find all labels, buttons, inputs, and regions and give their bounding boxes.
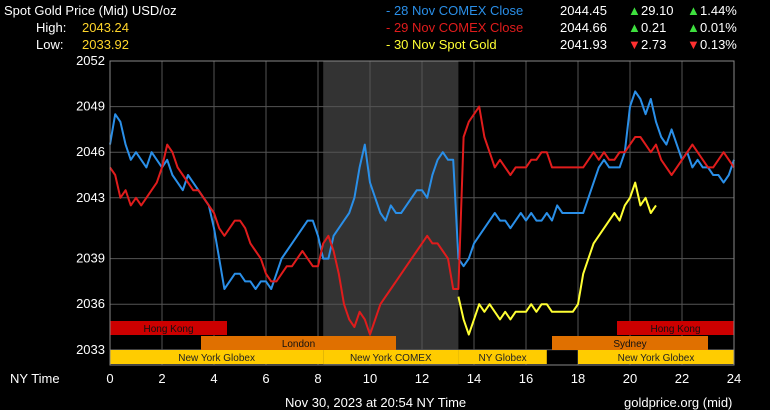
session-label: Hong Kong — [650, 324, 700, 335]
chart-title: Spot Gold Price (Mid) USD/oz — [4, 3, 177, 18]
footer-timestamp: Nov 30, 2023 at 20:54 NY Time — [285, 395, 467, 410]
legend-percent-arrow-up-icon: ▲ — [687, 3, 700, 18]
y-tick-label: 2046 — [76, 144, 105, 159]
x-tick-label: 20 — [623, 371, 637, 386]
legend-change: 2.73 — [641, 37, 667, 52]
legend-change: 0.21 — [641, 20, 667, 35]
legend-percent-arrow-down-icon: ▼ — [687, 37, 700, 52]
series-line — [457, 181, 657, 336]
session-label: New York COMEX — [350, 353, 432, 364]
session-label: Hong Kong — [143, 324, 193, 335]
legend-change: 29.10 — [641, 3, 674, 18]
legend-label: - 28 Nov COMEX Close — [386, 3, 524, 18]
session-label: New York Globex — [618, 353, 695, 364]
session-bar — [552, 336, 708, 350]
legend-percent-arrow-up-icon: ▲ — [687, 20, 700, 35]
legend-price: 2044.45 — [560, 3, 607, 18]
high-value: 2043.24 — [82, 20, 129, 35]
legend-percent: 1.44% — [700, 3, 737, 18]
legend-change-arrow-up-icon: ▲ — [628, 20, 641, 35]
session-bar — [458, 350, 547, 364]
session-label: New York Globex — [178, 353, 255, 364]
legend-percent: 0.13% — [700, 37, 737, 52]
session-label: Sydney — [613, 339, 646, 350]
x-tick-label: 2 — [158, 371, 165, 386]
session-label: London — [282, 339, 315, 350]
comex-shaded-region — [323, 61, 459, 365]
legend-label: - 30 Nov Spot Gold — [386, 37, 497, 52]
x-tick-label: 12 — [415, 371, 429, 386]
session-bar — [578, 350, 734, 364]
x-tick-label: 14 — [467, 371, 481, 386]
high-label: High: — [36, 20, 67, 35]
y-tick-label: 2033 — [76, 342, 105, 357]
x-tick-label: 24 — [727, 371, 741, 386]
legend-price: 2041.93 — [560, 37, 607, 52]
series-line — [109, 105, 735, 336]
legend-price: 2044.66 — [560, 20, 607, 35]
x-tick-label: 22 — [675, 371, 689, 386]
x-tick-label: 8 — [314, 371, 321, 386]
y-tick-label: 2039 — [76, 251, 105, 266]
x-axis-label: NY Time — [10, 371, 60, 386]
x-tick-label: 0 — [106, 371, 113, 386]
footer-source: goldprice.org (mid) — [624, 395, 733, 410]
session-bar — [110, 321, 227, 335]
plot-frame — [109, 60, 735, 366]
session-bar — [110, 350, 324, 364]
session-bar — [201, 336, 396, 350]
x-tick-label: 10 — [363, 371, 377, 386]
y-tick-label: 2036 — [76, 296, 105, 311]
x-tick-label: 18 — [571, 371, 585, 386]
session-bar — [323, 350, 459, 364]
session-bar — [617, 321, 734, 335]
y-tick-label: 2052 — [76, 53, 105, 68]
legend-percent: 0.01% — [700, 20, 737, 35]
series-line — [109, 90, 735, 290]
low-value: 2033.92 — [82, 37, 129, 52]
y-tick-label: 2049 — [76, 99, 105, 114]
x-tick-label: 6 — [262, 371, 269, 386]
legend-change-arrow-down-icon: ▼ — [628, 37, 641, 52]
low-label: Low: — [36, 37, 64, 52]
legend-change-arrow-up-icon: ▲ — [628, 3, 641, 18]
y-tick-label: 2043 — [76, 190, 105, 205]
x-tick-label: 16 — [519, 371, 533, 386]
session-label: NY Globex — [479, 353, 527, 364]
x-tick-label: 4 — [210, 371, 217, 386]
legend-label: - 29 Nov COMEX Close — [386, 20, 524, 35]
